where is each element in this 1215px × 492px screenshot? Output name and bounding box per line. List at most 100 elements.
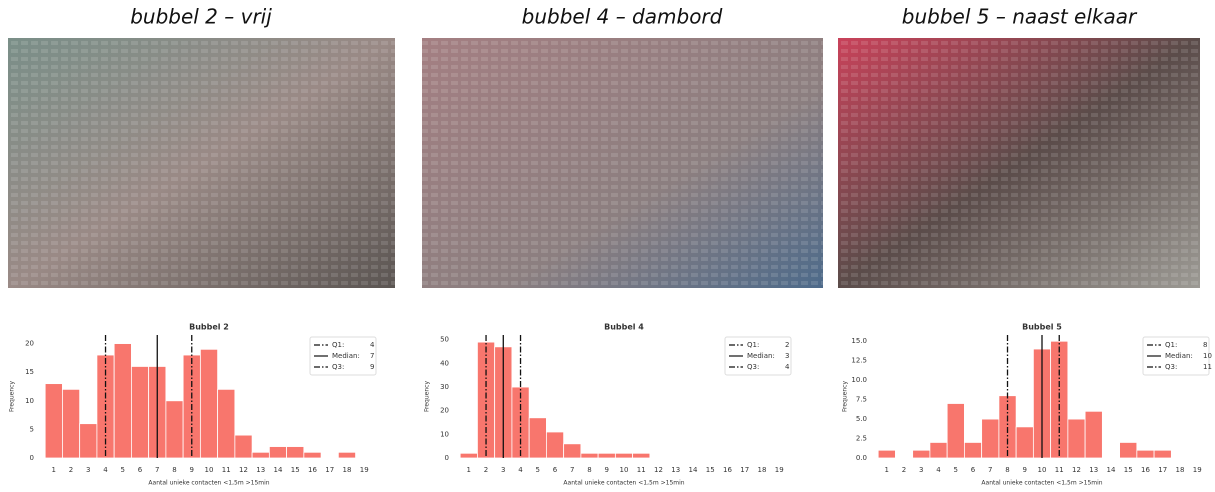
photo <box>8 38 395 288</box>
x-tick-label: 7 <box>570 466 574 474</box>
y-tick-label: 10.0 <box>851 376 867 384</box>
x-tick-label: 9 <box>605 466 609 474</box>
legend-value: 8 <box>1203 341 1207 349</box>
x-tick-label: 17 <box>740 466 749 474</box>
x-tick-label: 1 <box>52 466 56 474</box>
x-tick-label: 8 <box>172 466 176 474</box>
bar <box>44 383 63 459</box>
legend-box <box>724 336 792 376</box>
bar <box>62 388 81 459</box>
x-tick-label: 16 <box>1141 466 1150 474</box>
legend-value: 3 <box>785 352 789 360</box>
x-tick-label: 10 <box>205 466 214 474</box>
bar <box>597 452 616 459</box>
y-axis-label: Frequency <box>424 381 431 412</box>
x-tick-label: 13 <box>671 466 680 474</box>
y-tick-label: 50 <box>440 336 449 344</box>
chart-title: Bubbel 2 <box>189 323 229 332</box>
legend-value: 11 <box>1203 363 1212 371</box>
bar <box>113 343 132 459</box>
caption: bubbel 4 – dambord <box>522 5 723 29</box>
x-tick-label: 9 <box>1023 466 1027 474</box>
bar <box>1015 426 1034 459</box>
x-tick-label: 18 <box>342 466 351 474</box>
y-tick-label: 20 <box>440 407 449 415</box>
x-tick-label: 17 <box>1158 466 1167 474</box>
photo <box>422 38 823 288</box>
legend-label: Q1: <box>332 341 344 349</box>
bar <box>528 417 547 459</box>
y-tick-label: 2.5 <box>856 435 867 443</box>
bar <box>1153 449 1172 459</box>
chart-title: Bubbel 5 <box>1022 323 1062 332</box>
x-tick-label: 12 <box>1072 466 1081 474</box>
legend-box <box>309 336 377 376</box>
bar <box>545 431 565 459</box>
x-tick-label: 1 <box>885 466 889 474</box>
bar <box>199 348 219 459</box>
legend-label: Q1: <box>747 341 759 349</box>
x-tick-label: 19 <box>1193 466 1202 474</box>
x-tick-label: 4 <box>103 466 108 474</box>
bar <box>1050 340 1069 459</box>
bar <box>1067 418 1086 459</box>
legend-value: 10 <box>1203 352 1212 360</box>
x-tick-label: 8 <box>587 466 591 474</box>
bar <box>286 446 305 459</box>
x-tick-label: 4 <box>936 466 941 474</box>
bar <box>1119 442 1138 459</box>
y-tick-label: 30 <box>440 383 449 391</box>
x-tick-label: 18 <box>757 466 766 474</box>
legend-value: 4 <box>785 363 790 371</box>
x-tick-label: 17 <box>325 466 334 474</box>
x-tick-label: 14 <box>1107 466 1116 474</box>
legend-value: 9 <box>370 363 374 371</box>
bar <box>981 418 1000 459</box>
y-tick-label: 10 <box>440 430 449 438</box>
x-tick-label: 7 <box>155 466 159 474</box>
bar <box>217 388 236 459</box>
y-tick-label: 0.0 <box>856 454 867 462</box>
bar <box>929 442 948 459</box>
bar <box>303 451 322 459</box>
bar <box>251 451 270 459</box>
bar <box>337 451 356 459</box>
x-tick-label: 14 <box>274 466 283 474</box>
caption: bubbel 5 – naast elkaar <box>902 5 1138 29</box>
bar <box>912 449 931 459</box>
bar <box>165 400 184 459</box>
bar <box>580 452 599 459</box>
caption: bubbel 2 – vrij <box>130 5 272 29</box>
x-tick-label: 15 <box>706 466 715 474</box>
x-tick-label: 19 <box>360 466 369 474</box>
x-tick-label: 8 <box>1005 466 1009 474</box>
legend-value: 4 <box>370 341 375 349</box>
legend-box <box>1142 336 1210 376</box>
x-tick-label: 13 <box>1089 466 1098 474</box>
x-tick-label: 6 <box>971 466 976 474</box>
x-axis-label: Aantal unieke contacten <1,5m >15min <box>563 480 684 487</box>
bar <box>632 452 651 459</box>
legend-label: Q1: <box>1165 341 1177 349</box>
x-tick-label: 5 <box>121 466 125 474</box>
x-axis-label: Aantal unieke contacten <1,5m >15min <box>981 480 1102 487</box>
x-tick-label: 15 <box>1124 466 1133 474</box>
x-tick-label: 1 <box>467 466 471 474</box>
x-tick-label: 2 <box>69 466 73 474</box>
y-tick-label: 15 <box>25 368 34 376</box>
bar <box>563 443 582 459</box>
x-axis-label: Aantal unieke contacten <1,5m >15min <box>148 480 269 487</box>
bar <box>1084 410 1103 459</box>
x-tick-label: 12 <box>239 466 248 474</box>
bar <box>614 452 634 459</box>
x-tick-label: 3 <box>501 466 505 474</box>
y-tick-label: 7.5 <box>856 396 867 404</box>
y-tick-label: 5.0 <box>856 415 867 423</box>
bar <box>459 452 478 459</box>
x-tick-label: 6 <box>553 466 558 474</box>
legend-value: 2 <box>785 341 789 349</box>
legend-label: Q3: <box>747 363 759 371</box>
x-tick-label: 19 <box>775 466 784 474</box>
x-tick-label: 4 <box>518 466 523 474</box>
